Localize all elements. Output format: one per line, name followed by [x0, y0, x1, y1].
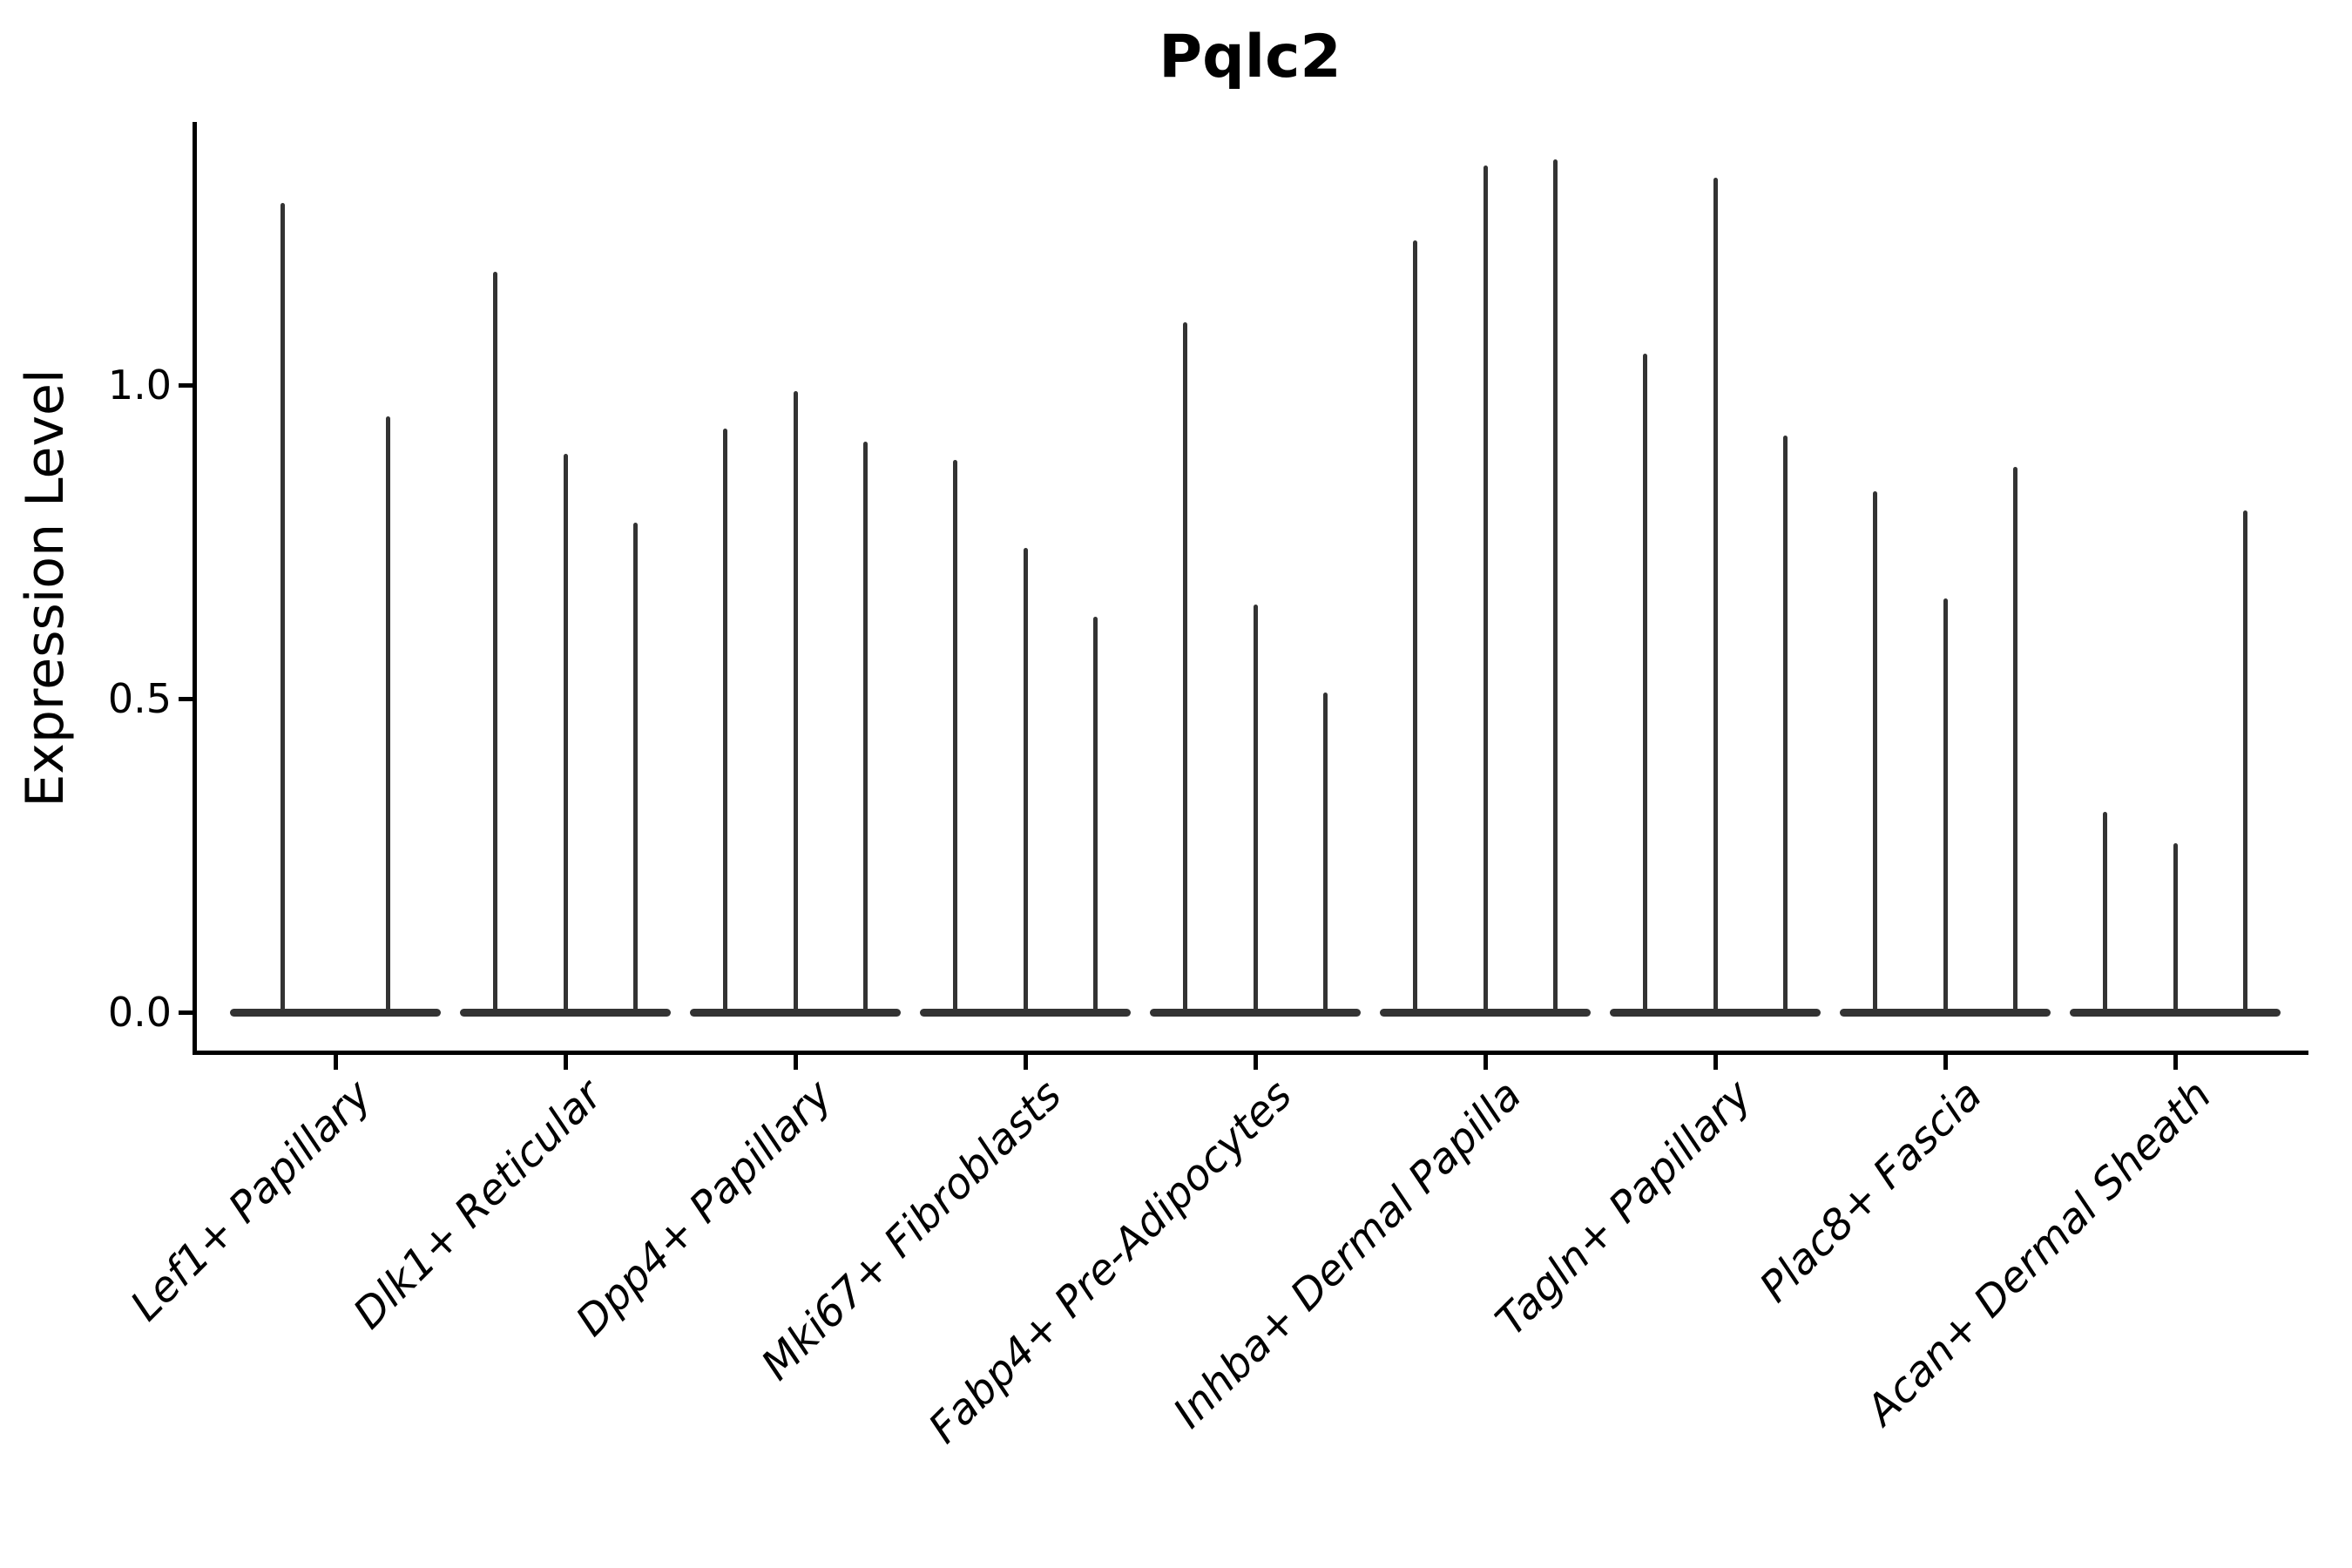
y-tick-mark: [179, 1010, 193, 1015]
x-tick-label: Plac8+ Fascia: [1750, 1071, 1991, 1312]
violin-spike: [2102, 811, 2107, 1012]
violin-spike: [386, 416, 390, 1012]
violin-spike: [1023, 548, 1028, 1012]
violin-base: [2070, 1008, 2281, 1017]
violin-spike: [1182, 322, 1187, 1012]
x-tick-label: Lef1+ Papillary: [121, 1071, 382, 1331]
x-tick-mark: [563, 1055, 568, 1070]
x-tick-mark: [2173, 1055, 2178, 1070]
y-tick-label: 0.5: [107, 675, 172, 722]
x-tick-mark: [1943, 1055, 1948, 1070]
y-tick-label: 1.0: [107, 362, 172, 409]
x-axis-spine: [193, 1051, 2308, 1055]
violin-base: [1840, 1008, 2051, 1017]
violin-base: [460, 1008, 671, 1017]
x-tick-mark: [1483, 1055, 1488, 1070]
violin-spike: [280, 203, 285, 1012]
violin-spike: [1642, 354, 1647, 1012]
violin-base: [1610, 1008, 1821, 1017]
x-tick-label: Tagln+ Papillary: [1486, 1071, 1761, 1346]
y-axis-spine: [193, 122, 197, 1055]
x-tick-mark: [1023, 1055, 1028, 1070]
violin-spike: [1093, 617, 1098, 1012]
plot-area: 0.0 0.5 1.0 Lef1+ Papillary Dlk1+ Reticular D…: [108, 122, 2308, 1453]
x-tick-label: Dlk1+ Reticular: [343, 1071, 612, 1339]
y-tick-mark: [179, 382, 193, 388]
violin-spike: [1872, 491, 1877, 1012]
violin-spike: [1253, 605, 1258, 1012]
violin-spike: [2013, 466, 2018, 1012]
violin-spike: [633, 523, 639, 1012]
violin-spike: [2243, 510, 2248, 1012]
y-axis-label: Expression Level: [15, 368, 76, 808]
violin-spike: [722, 429, 727, 1012]
violin-base: [1150, 1008, 1361, 1017]
chart-title: Pqlc2: [1159, 23, 1342, 91]
violin-spike: [1412, 240, 1417, 1012]
violin-spike: [952, 460, 957, 1012]
violin-spike: [1713, 178, 1718, 1012]
violin-spike: [1553, 159, 1558, 1012]
violin-spike: [1323, 692, 1328, 1012]
x-tick-mark: [1713, 1055, 1718, 1070]
violin-spike: [793, 391, 798, 1012]
x-tick-mark: [1253, 1055, 1258, 1070]
violin-base: [230, 1008, 441, 1017]
y-tick-mark: [179, 696, 193, 701]
violin-spike: [1783, 435, 1788, 1012]
violin-spike: [863, 441, 868, 1012]
violin-spike: [1483, 166, 1488, 1012]
y-tick-label: 0.0: [107, 989, 172, 1036]
violin-spike: [1943, 598, 1948, 1012]
x-tick-mark: [793, 1055, 798, 1070]
violin-base: [690, 1008, 901, 1017]
violin-spike: [492, 272, 497, 1012]
x-tick-label: Dpp4+ Papillary: [566, 1071, 841, 1346]
violin-base: [920, 1008, 1131, 1017]
x-tick-mark: [333, 1055, 338, 1070]
violin-spike: [563, 454, 568, 1012]
violin-spike: [2173, 842, 2178, 1012]
violin-base: [1380, 1008, 1591, 1017]
